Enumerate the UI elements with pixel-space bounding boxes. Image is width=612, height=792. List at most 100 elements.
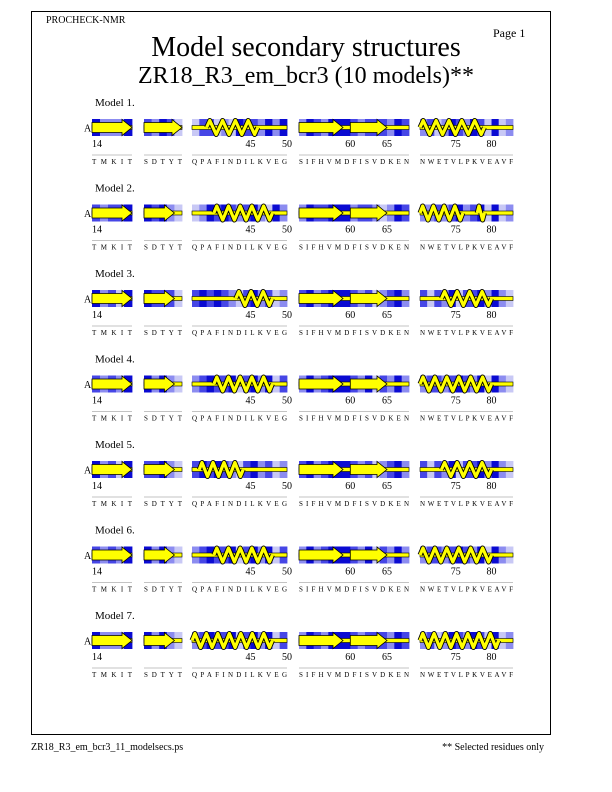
segment: 60 65 SIFHVMDFISVDKEN bbox=[298, 289, 410, 337]
strand-arrow bbox=[91, 546, 133, 564]
residue-number: 80 bbox=[487, 652, 497, 663]
residue-number: 80 bbox=[487, 310, 497, 321]
helix-ribbon bbox=[440, 460, 493, 479]
residue-number: 50 bbox=[282, 310, 292, 321]
helix-ribbon bbox=[212, 204, 274, 222]
strand-arrow bbox=[349, 546, 388, 564]
segment: 45 50 QPAFINDILKVEG bbox=[189, 631, 292, 679]
sequence-text: SDTYT bbox=[144, 158, 183, 166]
sequence-text: NWETVLPKVEAVF bbox=[420, 329, 513, 337]
strand-arrow bbox=[91, 375, 133, 393]
sequence-text: NWETVLPKVEAVF bbox=[420, 244, 513, 252]
sequence-text: QPAFINDILKVEG bbox=[192, 329, 287, 337]
residue-number: 75 bbox=[451, 139, 461, 150]
sequence-text: TMKIT bbox=[92, 158, 133, 166]
residue-number: 14 bbox=[92, 310, 102, 321]
helix-ribbon bbox=[234, 289, 274, 308]
segment: 60 65 SIFHVMDFISVDKEN bbox=[298, 460, 410, 508]
segment: 14 TMKIT bbox=[91, 289, 133, 337]
segment: 14 TMKIT bbox=[91, 546, 133, 594]
residue-number: 65 bbox=[382, 396, 392, 407]
segment: 14 TMKIT bbox=[91, 375, 133, 423]
sequence-text: SDTYT bbox=[144, 500, 183, 508]
residue-number: 60 bbox=[345, 225, 355, 236]
strand-arrow bbox=[349, 118, 388, 137]
helix-ribbon bbox=[190, 631, 274, 650]
segment: 60 65 SIFHVMDFISVDKEN bbox=[298, 204, 410, 252]
footer-filename: ZR18_R3_em_bcr3_11_modelsecs.ps bbox=[31, 742, 184, 753]
strand-arrow bbox=[91, 289, 133, 308]
model-row: Model 2. A14 TMKIT SDTYT 45 50 QPAFINDILKVEG 60… bbox=[84, 183, 514, 252]
residue-number: 65 bbox=[382, 567, 392, 578]
residue-number: 14 bbox=[92, 567, 102, 578]
residue-number: 65 bbox=[382, 310, 392, 321]
residue-number: 75 bbox=[451, 567, 461, 578]
sequence-text: TMKIT bbox=[92, 586, 133, 594]
residue-number: 45 bbox=[246, 652, 256, 663]
segment: 14 TMKIT bbox=[91, 460, 133, 508]
strand-arrow bbox=[349, 375, 388, 393]
strand-arrow bbox=[349, 631, 388, 650]
segment: 14 TMKIT bbox=[91, 204, 133, 252]
sequence-text: NWETVLPKVEAVF bbox=[420, 415, 513, 423]
strand-arrow bbox=[349, 204, 388, 222]
segment: 60 65 SIFHVMDFISVDKEN bbox=[298, 546, 410, 594]
strand-arrow bbox=[143, 460, 176, 479]
segment: 60 65 SIFHVMDFISVDKEN bbox=[298, 631, 410, 679]
strand-arrow bbox=[349, 289, 388, 308]
residue-number: 65 bbox=[382, 652, 392, 663]
residue-number: 60 bbox=[345, 396, 355, 407]
segment: SDTYT bbox=[143, 204, 183, 252]
segment: SDTYT bbox=[143, 289, 183, 337]
residue-number: 80 bbox=[487, 481, 497, 492]
segment: 60 65 SIFHVMDFISVDKEN bbox=[298, 118, 410, 166]
chain-label: A bbox=[84, 124, 92, 135]
strand-arrow bbox=[91, 204, 133, 222]
residue-number: 75 bbox=[451, 396, 461, 407]
footer-note: ** Selected residues only bbox=[442, 742, 544, 753]
page-border bbox=[31, 11, 551, 735]
residue-number: 65 bbox=[382, 139, 392, 150]
segment: 14 TMKIT bbox=[91, 631, 133, 679]
residue-number: 45 bbox=[246, 310, 256, 321]
segment: SDTYT bbox=[143, 118, 183, 166]
segment: 75 80 NWETVLPKVEAVF bbox=[417, 118, 514, 166]
strand-arrow bbox=[91, 118, 133, 137]
residue-number: 50 bbox=[282, 481, 292, 492]
helix-ribbon bbox=[418, 204, 465, 222]
chain-label: A bbox=[84, 637, 92, 648]
strand-arrow bbox=[298, 289, 344, 308]
sequence-text: TMKIT bbox=[92, 500, 133, 508]
sequence-text: SIFHVMDFISVDKEN bbox=[299, 586, 409, 594]
page-subtitle: ZR18_R3_em_bcr3 (10 models)** bbox=[138, 63, 474, 89]
helix-ribbon bbox=[418, 375, 493, 393]
residue-number: 50 bbox=[282, 225, 292, 236]
sequence-text: SIFHVMDFISVDKEN bbox=[299, 158, 409, 166]
sequence-text: SDTYT bbox=[144, 415, 183, 423]
segment: 45 50 QPAFINDILKVEG bbox=[191, 118, 292, 166]
sequence-text: SDTYT bbox=[144, 244, 183, 252]
strand-arrow bbox=[143, 546, 176, 564]
residue-number: 45 bbox=[246, 139, 256, 150]
sequence-text: NWETVLPKVEAVF bbox=[420, 500, 513, 508]
segment: 60 65 SIFHVMDFISVDKEN bbox=[298, 375, 410, 423]
sequence-text: QPAFINDILKVEG bbox=[192, 586, 287, 594]
sequence-text: QPAFINDILKVEG bbox=[192, 671, 287, 679]
residue-number: 45 bbox=[246, 396, 256, 407]
residue-number: 65 bbox=[382, 225, 392, 236]
residue-number: 50 bbox=[282, 567, 292, 578]
residue-number: 80 bbox=[487, 139, 497, 150]
sequence-text: SIFHVMDFISVDKEN bbox=[299, 415, 409, 423]
model-label: Model 1. bbox=[95, 97, 135, 109]
strand-arrow bbox=[298, 631, 344, 650]
sequence-text: SIFHVMDFISVDKEN bbox=[299, 671, 409, 679]
helix-ribbon bbox=[475, 204, 486, 222]
sequence-text: SDTYT bbox=[144, 329, 183, 337]
residue-number: 14 bbox=[92, 396, 102, 407]
segment: SDTYT bbox=[143, 546, 183, 594]
model-label: Model 2. bbox=[95, 183, 135, 195]
segment: 45 50 QPAFINDILKVEG bbox=[191, 289, 292, 337]
segment: 75 80 NWETVLPKVEAVF bbox=[419, 289, 514, 337]
segment: 45 50 QPAFINDILKVEG bbox=[191, 374, 292, 423]
